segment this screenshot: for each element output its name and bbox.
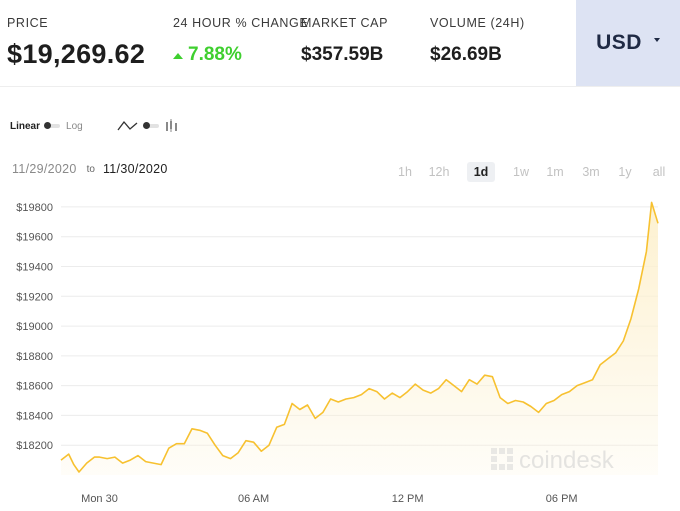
range-1y[interactable]: 1y [618, 165, 632, 179]
volume-stat: VOLUME (24H) $26.69B [430, 16, 525, 66]
y-tick-label: $18200 [16, 440, 53, 452]
change-stat: 24 HOUR % CHANGE 7.88% [173, 16, 308, 66]
x-tick-label: Mon 30 [81, 493, 118, 505]
log-scale-label[interactable]: Log [66, 120, 83, 132]
range-all[interactable]: all [652, 165, 666, 179]
y-tick-label: $18800 [16, 351, 53, 363]
x-tick-label: 12 PM [392, 493, 424, 505]
line-chart-icon[interactable] [117, 119, 139, 133]
y-tick-label: $19600 [16, 232, 53, 244]
y-tick-label: $19400 [16, 261, 53, 273]
range-3m[interactable]: 3m [582, 165, 600, 179]
x-tick-label: 06 AM [238, 493, 269, 505]
range-1m[interactable]: 1m [546, 165, 564, 179]
y-tick-label: $19800 [16, 202, 53, 214]
volume-label: VOLUME (24H) [430, 16, 525, 30]
watermark-text: coindesk [519, 447, 615, 474]
y-tick-label: $19200 [16, 291, 53, 303]
chart-controls: Linear Log [10, 117, 179, 135]
toggle-knob [44, 122, 52, 129]
currency-value: USD [596, 31, 642, 54]
scale-toggle[interactable] [44, 122, 61, 129]
range-12h[interactable]: 12h [428, 165, 450, 179]
range-1h[interactable]: 1h [398, 165, 412, 179]
chart-type-toggle[interactable] [142, 122, 159, 129]
y-tick-label: $19000 [16, 321, 53, 333]
area-fill [61, 202, 658, 475]
price-stat: PRICE $19,269.62 [7, 16, 145, 70]
up-arrow-icon [173, 52, 183, 59]
range-1w[interactable]: 1w [513, 165, 529, 179]
volume-value: $26.69B [430, 44, 502, 65]
chart-type-controls [117, 119, 179, 133]
currency-selector[interactable]: USD [576, 0, 680, 86]
market-cap-stat: MARKET CAP $357.59B [301, 16, 388, 66]
y-tick-label: $18400 [16, 410, 53, 422]
change-label: 24 HOUR % CHANGE [173, 16, 309, 30]
price-line [60, 201, 659, 473]
toggle-knob [142, 122, 150, 129]
y-tick-label: $18600 [16, 381, 53, 393]
coindesk-logo: coindesk [491, 447, 615, 474]
chevron-down-icon [653, 38, 660, 42]
price-value: $19,269.62 [7, 39, 146, 69]
candlestick-icon[interactable] [165, 119, 179, 133]
change-percent: 7.88% [188, 44, 242, 65]
range-selector: 1h 12h 1d 1w 1m 3m 1y all [390, 162, 676, 184]
date-to[interactable]: 11/30/2020 [102, 162, 168, 176]
range-1d[interactable]: 1d [467, 162, 495, 182]
date-range: 11/29/2020 to 11/30/2020 [12, 162, 168, 176]
change-value: 7.88% [173, 44, 308, 66]
date-from[interactable]: 11/29/2020 [12, 162, 77, 176]
linear-scale-label[interactable]: Linear [10, 120, 41, 132]
x-tick-label: 06 PM [546, 493, 578, 505]
date-separator: to [86, 163, 95, 175]
market-cap-value: $357.59B [301, 44, 384, 65]
price-stats-bar: PRICE $19,269.62 24 HOUR % CHANGE 7.88% … [0, 0, 680, 87]
price-chart[interactable]: $18200 $18400 $18600 $18800 $19000 $19200 $194… [0, 195, 680, 511]
price-label: PRICE [7, 16, 49, 30]
market-cap-label: MARKET CAP [301, 16, 389, 30]
